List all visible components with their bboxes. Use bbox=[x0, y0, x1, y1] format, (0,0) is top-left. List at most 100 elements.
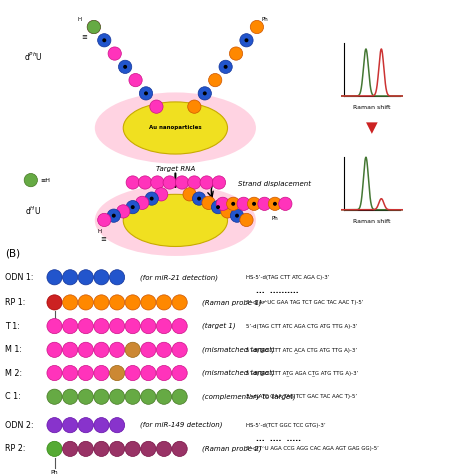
Circle shape bbox=[175, 176, 189, 189]
Text: 3’-d(AᴘʰUC GAA TAG TCT GAC TAC AAC T)-5’: 3’-d(AᴘʰUC GAA TAG TCT GAC TAC AAC T)-5’ bbox=[246, 300, 364, 305]
Circle shape bbox=[156, 441, 172, 456]
Circle shape bbox=[94, 342, 109, 357]
Circle shape bbox=[109, 342, 125, 357]
Text: Target RNA: Target RNA bbox=[156, 166, 195, 172]
Circle shape bbox=[63, 365, 78, 381]
Text: ODN 2:: ODN 2: bbox=[5, 421, 33, 429]
Circle shape bbox=[144, 91, 148, 95]
Circle shape bbox=[47, 270, 62, 285]
Text: Ph: Ph bbox=[262, 17, 268, 22]
Ellipse shape bbox=[123, 194, 228, 246]
Circle shape bbox=[78, 295, 93, 310]
Circle shape bbox=[94, 418, 109, 433]
Text: M 2:: M 2: bbox=[5, 369, 22, 377]
Text: (target 1): (target 1) bbox=[202, 323, 236, 329]
Ellipse shape bbox=[95, 185, 256, 256]
Text: (mismatched target): (mismatched target) bbox=[202, 370, 275, 376]
Circle shape bbox=[109, 295, 125, 310]
Circle shape bbox=[125, 441, 140, 456]
Circle shape bbox=[129, 73, 142, 87]
Circle shape bbox=[123, 65, 127, 69]
Circle shape bbox=[78, 389, 93, 404]
Circle shape bbox=[192, 192, 206, 205]
Text: Ph: Ph bbox=[51, 323, 58, 328]
Text: ≡H: ≡H bbox=[40, 178, 50, 182]
Text: M 1:: M 1: bbox=[5, 346, 22, 354]
Circle shape bbox=[163, 176, 176, 189]
Circle shape bbox=[78, 365, 93, 381]
Circle shape bbox=[156, 389, 172, 404]
Circle shape bbox=[47, 295, 62, 310]
Circle shape bbox=[221, 205, 234, 218]
Circle shape bbox=[47, 365, 62, 381]
Circle shape bbox=[172, 295, 187, 310]
Text: RP 1:: RP 1: bbox=[5, 298, 25, 307]
Circle shape bbox=[209, 73, 222, 87]
Circle shape bbox=[78, 418, 93, 433]
Circle shape bbox=[172, 319, 187, 334]
Circle shape bbox=[63, 441, 78, 456]
Circle shape bbox=[224, 65, 228, 69]
Circle shape bbox=[197, 197, 201, 201]
Circle shape bbox=[94, 319, 109, 334]
Circle shape bbox=[211, 201, 225, 214]
Text: Ph: Ph bbox=[51, 470, 58, 474]
Circle shape bbox=[202, 196, 215, 210]
Circle shape bbox=[47, 319, 62, 334]
Circle shape bbox=[155, 188, 168, 201]
Circle shape bbox=[247, 197, 261, 210]
Circle shape bbox=[141, 389, 156, 404]
Circle shape bbox=[150, 197, 154, 201]
Circle shape bbox=[125, 389, 140, 404]
Circle shape bbox=[231, 202, 235, 206]
Circle shape bbox=[63, 295, 78, 310]
Ellipse shape bbox=[123, 102, 228, 154]
Circle shape bbox=[112, 214, 116, 218]
Text: (for miR-149 detection): (for miR-149 detection) bbox=[140, 422, 222, 428]
Circle shape bbox=[125, 365, 140, 381]
Circle shape bbox=[230, 209, 244, 222]
Text: d$^{H}$U: d$^{H}$U bbox=[25, 205, 41, 217]
Circle shape bbox=[156, 295, 172, 310]
Circle shape bbox=[94, 270, 109, 285]
Circle shape bbox=[63, 342, 78, 357]
Circle shape bbox=[126, 176, 139, 189]
Circle shape bbox=[107, 209, 120, 222]
Text: ▼: ▼ bbox=[366, 120, 378, 136]
Circle shape bbox=[200, 176, 213, 189]
Circle shape bbox=[145, 192, 158, 205]
Circle shape bbox=[102, 38, 106, 42]
Text: (mismatched target): (mismatched target) bbox=[202, 346, 275, 353]
Text: Ph: Ph bbox=[272, 216, 278, 221]
Circle shape bbox=[141, 319, 156, 334]
Text: 5’-d(TAG CTT ATC A̲CA CTG ATG TTG A)-3’: 5’-d(TAG CTT ATC A̲CA CTG ATG TTG A)-3’ bbox=[246, 347, 357, 353]
Circle shape bbox=[117, 205, 130, 218]
Circle shape bbox=[109, 389, 125, 404]
Text: HS-5’-d(TAG CTT ATC AGA C)-3’: HS-5’-d(TAG CTT ATC AGA C)-3’ bbox=[246, 275, 330, 280]
Circle shape bbox=[258, 197, 271, 210]
Circle shape bbox=[245, 38, 248, 42]
Circle shape bbox=[109, 418, 125, 433]
Circle shape bbox=[78, 270, 93, 285]
Circle shape bbox=[141, 295, 156, 310]
Circle shape bbox=[150, 100, 163, 113]
Text: 3’-d(ATC GAA TAG TCT GAC TAC AAC T)-5’: 3’-d(ATC GAA TAG TCT GAC TAC AAC T)-5’ bbox=[246, 394, 357, 399]
Text: H: H bbox=[78, 17, 82, 22]
Circle shape bbox=[172, 389, 187, 404]
Circle shape bbox=[138, 176, 152, 189]
Circle shape bbox=[240, 34, 253, 47]
Circle shape bbox=[126, 201, 139, 214]
Circle shape bbox=[188, 100, 201, 113]
Circle shape bbox=[118, 60, 132, 73]
Circle shape bbox=[198, 87, 211, 100]
Circle shape bbox=[98, 34, 111, 47]
Ellipse shape bbox=[95, 92, 256, 164]
Circle shape bbox=[252, 202, 256, 206]
Circle shape bbox=[63, 319, 78, 334]
Circle shape bbox=[268, 197, 282, 210]
Text: ...  ..........: ... .......... bbox=[256, 286, 299, 295]
Circle shape bbox=[250, 20, 264, 34]
Text: (for miR-21 detection): (for miR-21 detection) bbox=[140, 274, 218, 281]
Circle shape bbox=[78, 441, 93, 456]
Text: (B): (B) bbox=[5, 248, 20, 258]
